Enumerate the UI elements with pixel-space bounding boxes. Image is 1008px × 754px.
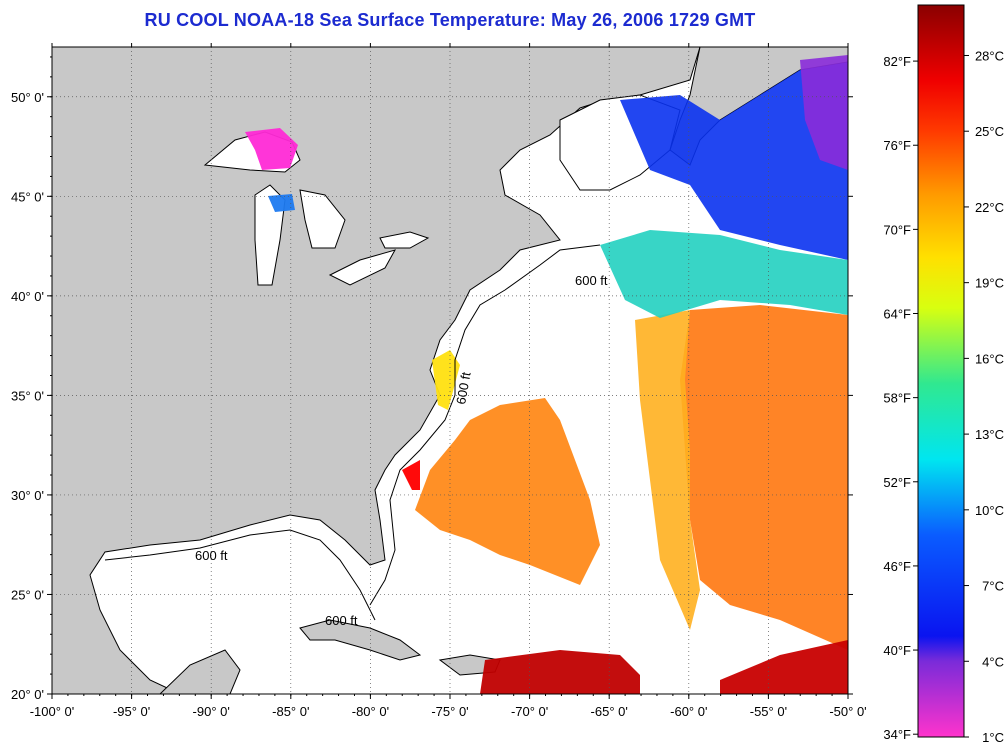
sst-lake-superior-field: [245, 128, 298, 170]
celsius-tick-label: 10°C: [975, 503, 1004, 518]
fahrenheit-tick-label: 40°F: [883, 643, 911, 658]
contour-label-hatteras: 600 ft: [453, 371, 473, 406]
lat-tick-label: 30° 0': [11, 488, 44, 503]
cuba-land: [299, 619, 422, 661]
lat-tick-label: 35° 0': [11, 388, 44, 403]
fahrenheit-tick-label: 70°F: [883, 222, 911, 237]
celsius-tick-label: 25°C: [975, 124, 1004, 139]
lon-tick-label: -75° 0': [431, 704, 468, 719]
lon-tick-label: -100° 0': [30, 704, 75, 719]
sst-chesapeake-field: [432, 350, 460, 410]
celsius-tick-label: 28°C: [975, 48, 1004, 63]
fahrenheit-tick-label: 52°F: [883, 475, 911, 490]
north-america-land: [52, 47, 701, 694]
fahrenheit-tick-label: 64°F: [883, 307, 911, 322]
celsius-tick-label: 7°C: [982, 579, 1004, 594]
fahrenheit-tick-label: 58°F: [883, 391, 911, 406]
sst-warm-region-central-atlantic: [415, 398, 600, 585]
sst-warm-region-east: [680, 305, 848, 650]
lon-tick-label: -50° 0': [829, 704, 866, 719]
lon-tick-label: -65° 0': [591, 704, 628, 719]
lon-tick-label: -55° 0': [750, 704, 787, 719]
lat-tick-label: 20° 0': [11, 687, 44, 702]
longitude-axis: -100° 0' -95° 0' -90° 0' -85° 0' -80° 0' -75°…: [30, 43, 867, 719]
celsius-tick-label: 19°C: [975, 276, 1004, 291]
lat-tick-label: 40° 0': [11, 289, 44, 304]
contour-label-northeast: 600 ft: [575, 273, 608, 288]
contour-label-florida-straits: 600 ft: [325, 613, 358, 628]
fahrenheit-tick-label: 46°F: [883, 559, 911, 574]
lon-tick-label: -80° 0': [352, 704, 389, 719]
colorbar-celsius-scale: 1°C 4°C 7°C 10°C 13°C 16°C 19°C 22°C 25°C 28°C: [964, 48, 1004, 745]
fahrenheit-tick-label: 76°F: [883, 138, 911, 153]
celsius-tick-label: 13°C: [975, 427, 1004, 442]
yucatan-land: [159, 649, 241, 694]
lat-tick-label: 25° 0': [11, 587, 44, 602]
fahrenheit-tick-label: 34°F: [883, 727, 911, 742]
sst-hotspot-florida: [402, 460, 420, 490]
sst-hot-region-southeast: [720, 640, 848, 694]
celsius-tick-label: 16°C: [975, 351, 1004, 366]
map-plot-area: 600 ft 600 ft 600 ft 600 ft: [52, 47, 848, 694]
sst-cold-region-labrador: [620, 62, 848, 260]
lon-tick-label: -90° 0': [193, 704, 230, 719]
depth-contour-600ft: [104, 244, 601, 621]
map-title: RU COOL NOAA-18 Sea Surface Temperature:…: [144, 10, 756, 30]
sst-mid-region-gulf-stream: [635, 310, 700, 630]
lake-huron: [299, 189, 346, 249]
sst-coldest-region-north: [800, 55, 848, 170]
fahrenheit-tick-label: 82°F: [883, 54, 911, 69]
celsius-tick-label: 22°C: [975, 200, 1004, 215]
celsius-tick-label: 1°C: [982, 730, 1004, 745]
lon-tick-label: -85° 0': [272, 704, 309, 719]
lon-tick-label: -60° 0': [670, 704, 707, 719]
lat-tick-label: 50° 0': [11, 90, 44, 105]
sst-cool-region-shelf: [600, 230, 848, 318]
lon-tick-label: -95° 0': [113, 704, 150, 719]
celsius-tick-label: 4°C: [982, 654, 1004, 669]
graticule: [52, 47, 848, 694]
lake-erie: [328, 249, 397, 286]
sst-lake-michigan-field: [268, 194, 295, 212]
lon-tick-label: -70° 0': [511, 704, 548, 719]
lake-ontario: [379, 231, 430, 249]
sst-hot-region-caribbean: [480, 650, 640, 694]
lat-tick-label: 45° 0': [11, 189, 44, 204]
latitude-axis: 20° 0' 25° 0' 30° 0' 35° 0' 40° 0' 45° 0' 50° …: [11, 56, 853, 702]
colorbar-fahrenheit-scale: 34°F 40°F 46°F 52°F 58°F 64°F 70°F 76°F 82°F: [883, 54, 918, 742]
colorbar: [917, 4, 965, 738]
